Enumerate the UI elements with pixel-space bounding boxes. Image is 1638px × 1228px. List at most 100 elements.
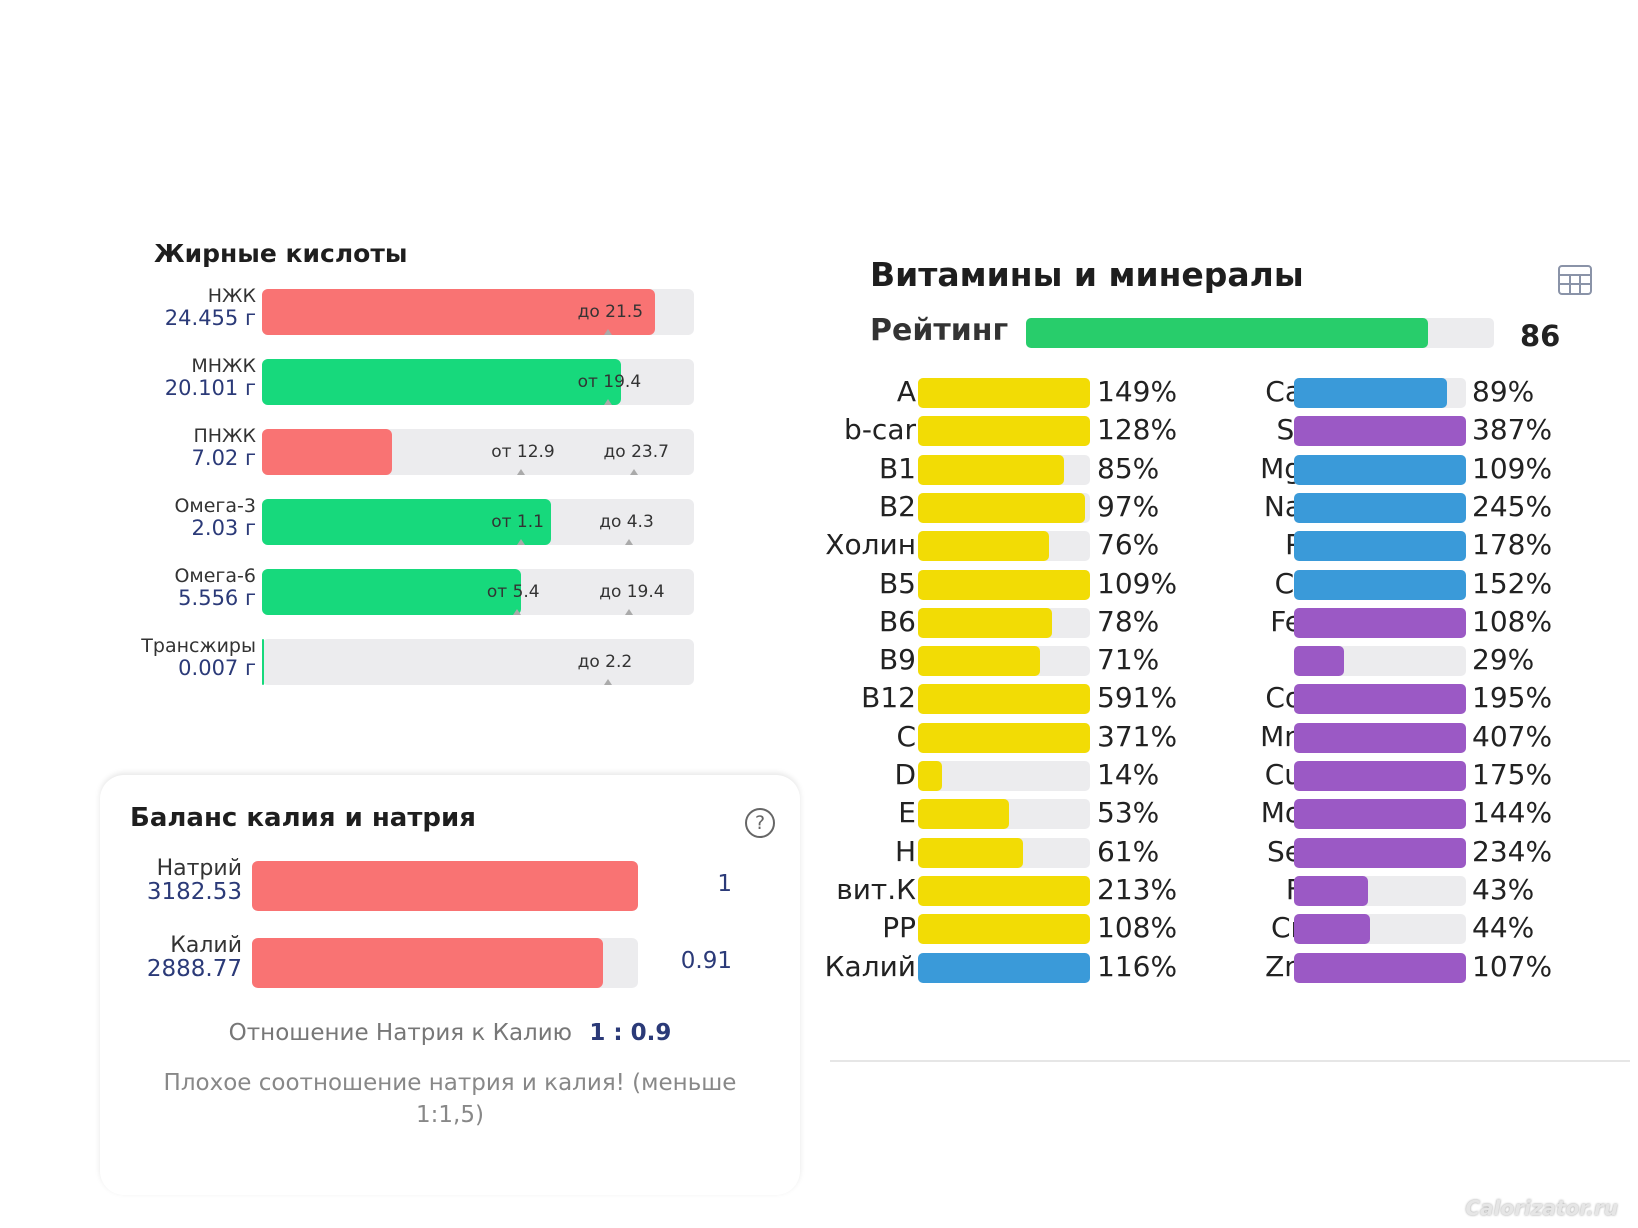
balance-bar-track [252, 861, 638, 911]
mineral-name: Fe [1270, 604, 1302, 638]
fatty-bar-fill [262, 569, 522, 615]
mineral-bar-fill [1294, 761, 1466, 791]
vitamin-bar-track [918, 952, 1090, 983]
mineral-bar-fill [1294, 607, 1466, 638]
vitamin-name: B2 [878, 489, 916, 523]
mineral-bar-track [1294, 952, 1466, 983]
fatty-threshold-tick [625, 539, 634, 545]
vitamin-bar-fill [918, 914, 1090, 945]
vitamin-name: D [894, 758, 916, 791]
vitamin-bar-fill [918, 492, 1085, 523]
mineral-percent: 245% [1472, 489, 1553, 523]
fatty-bar-track: до 2.2 [262, 639, 694, 685]
vitamin-name: H [894, 834, 916, 868]
vitamin-bar-fill [918, 569, 1090, 600]
mineral-name: Ca [1265, 375, 1302, 408]
vitamin-name: Калий [824, 949, 916, 983]
table-grid-icon[interactable] [1558, 265, 1592, 295]
fatty-value: 20.101 г [164, 375, 256, 400]
mineral-bar-track [1294, 837, 1466, 868]
vitamin-percent: 85% [1097, 451, 1160, 485]
vitamin-percent: 71% [1097, 643, 1160, 677]
fatty-bar-fill [262, 359, 621, 405]
mineral-name: Co [1265, 681, 1302, 715]
fatty-threshold-tick [517, 469, 526, 475]
vitamin-name: B9 [878, 643, 916, 677]
vitamin-bar-fill [918, 799, 1010, 830]
vitamin-bar-track [918, 761, 1090, 791]
fatty-name: МНЖК [191, 355, 256, 377]
mineral-name: Se [1267, 834, 1302, 868]
fatty-threshold-label: до 23.7 [603, 442, 669, 462]
vitamin-bar-track [918, 684, 1090, 715]
mineral-percent: 108% [1472, 604, 1553, 638]
mineral-bar-fill [1294, 875, 1368, 906]
mineral-bar-fill [1294, 531, 1466, 562]
fatty-row-label: Трансжиры 0.007 г [130, 636, 256, 679]
mineral-percent: 152% [1472, 566, 1553, 600]
vitamin-name: Холин [825, 528, 916, 562]
vitamin-bar-track [918, 531, 1090, 562]
question-circle-icon[interactable]: ? [745, 808, 775, 838]
vitamin-bar-track [918, 416, 1090, 447]
mineral-bar-track [1294, 454, 1466, 485]
fatty-threshold-tick [603, 329, 612, 335]
balance-bar-fill [252, 861, 638, 911]
vitamin-name: B1 [878, 451, 916, 485]
mineral-bar-track [1294, 607, 1466, 638]
vitamin-bar-fill [918, 684, 1090, 715]
fatty-value: 24.455 г [164, 305, 256, 330]
vitamin-name: B12 [861, 681, 916, 715]
mineral-percent: 178% [1472, 528, 1553, 562]
vitamin-percent: 76% [1097, 528, 1160, 562]
mineral-name: P [1210, 528, 1302, 561]
fatty-bar-fill [262, 639, 265, 685]
vitamin-percent: 591% [1097, 681, 1178, 715]
mineral-bar-track [1294, 914, 1466, 945]
vitamin-bar-fill [918, 837, 1023, 868]
mineral-name: Mo [1260, 796, 1302, 830]
mineral-bar-track [1294, 492, 1466, 523]
mineral-name: I [1210, 643, 1302, 676]
balance-name: Натрий [156, 856, 242, 881]
vitamin-bar-fill [918, 607, 1053, 638]
fatty-threshold-tick [512, 609, 521, 615]
mineral-percent: 144% [1472, 796, 1553, 830]
fatty-value: 2.03 г [191, 515, 256, 540]
vitamin-percent: 128% [1097, 413, 1178, 447]
fatty-row-label: Омега-6 5.556 г [130, 566, 256, 610]
vitamin-bar-track [918, 875, 1090, 906]
mineral-bar-track [1294, 875, 1466, 906]
balance-value: 3182.53 [146, 879, 242, 906]
mineral-name: F [1210, 873, 1302, 906]
mineral-percent: 195% [1472, 681, 1553, 715]
fatty-acids-panel: Жирные кислоты НЖК 24.455 г до 21.5 МНЖК 20.… [130, 225, 750, 745]
rating-fill [1026, 318, 1429, 348]
fatty-threshold-label: от 5.4 [486, 582, 540, 602]
vitamin-bar-fill [918, 875, 1090, 906]
fatty-threshold-label: от 12.9 [491, 442, 555, 462]
fatty-threshold-label: до 21.5 [577, 302, 644, 322]
mineral-percent: 109% [1472, 451, 1553, 485]
vitamin-bar-track [918, 492, 1090, 523]
mineral-name: Cr [1270, 911, 1302, 945]
fatty-bar-track: от 5.4 до 19.4 [262, 569, 694, 615]
fatty-bar-fill [262, 499, 552, 545]
ratio-label: Отношение Натрия к Калию [228, 1020, 573, 1046]
balance-title: Баланс калия и натрия [130, 803, 476, 833]
mineral-bar-fill [1294, 684, 1466, 715]
vitamin-percent: 14% [1097, 758, 1160, 791]
fatty-row-label: Омега-3 2.03 г [130, 496, 256, 540]
fatty-acids-title: Жирные кислоты [154, 239, 408, 268]
fatty-bar-fill [262, 289, 656, 335]
vitamin-name: PP [882, 911, 916, 945]
balance-row-label: Калий 2888.77 [130, 934, 242, 981]
vitamin-bar-track [918, 378, 1090, 408]
fatty-value: 5.556 г [178, 585, 256, 610]
vitamin-percent: 61% [1097, 834, 1160, 868]
fatty-threshold-tick [625, 609, 634, 615]
ratio-warning: Плохое соотношение натрия и калия! (мень… [163, 1070, 737, 1128]
mineral-name: Mn [1260, 719, 1302, 753]
fatty-threshold-tick [603, 399, 612, 405]
vitamin-bar-track [918, 837, 1090, 868]
